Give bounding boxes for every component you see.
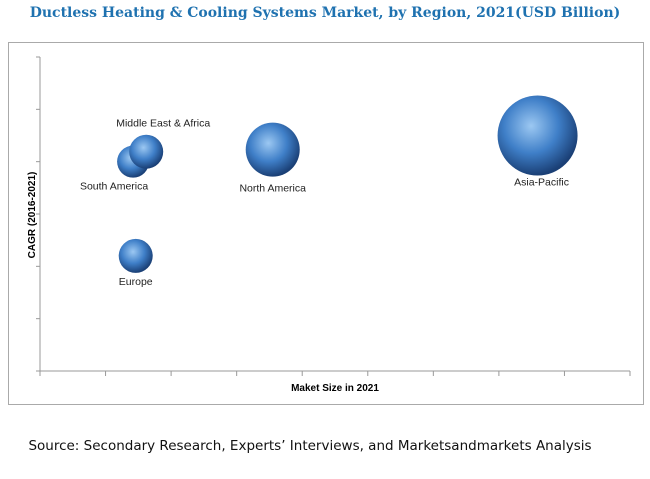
bubble-europe <box>118 238 153 273</box>
bubble-chart: South America Middle East & Africa North A… <box>27 56 631 394</box>
bubble-label: Europe <box>119 276 153 288</box>
bubble-middle-east-africa <box>129 134 164 169</box>
bubble-north-america <box>245 122 300 177</box>
source-note: Source: Secondary Research, Experts’ Int… <box>28 438 592 454</box>
chart-frame <box>8 42 644 405</box>
chart-title: Ductless Heating & Cooling Systems Marke… <box>29 5 621 21</box>
bubble-label: North America <box>239 183 306 195</box>
bubble-label: South America <box>80 181 148 193</box>
bubble-asia-pacific <box>497 95 578 176</box>
x-axis-label: Maket Size in 2021 <box>291 383 379 394</box>
y-axis-label: CAGR (2016-2021) <box>27 172 38 259</box>
bubble-label: Middle East & Africa <box>116 118 210 130</box>
bubble-label: Asia-Pacific <box>514 177 569 189</box>
